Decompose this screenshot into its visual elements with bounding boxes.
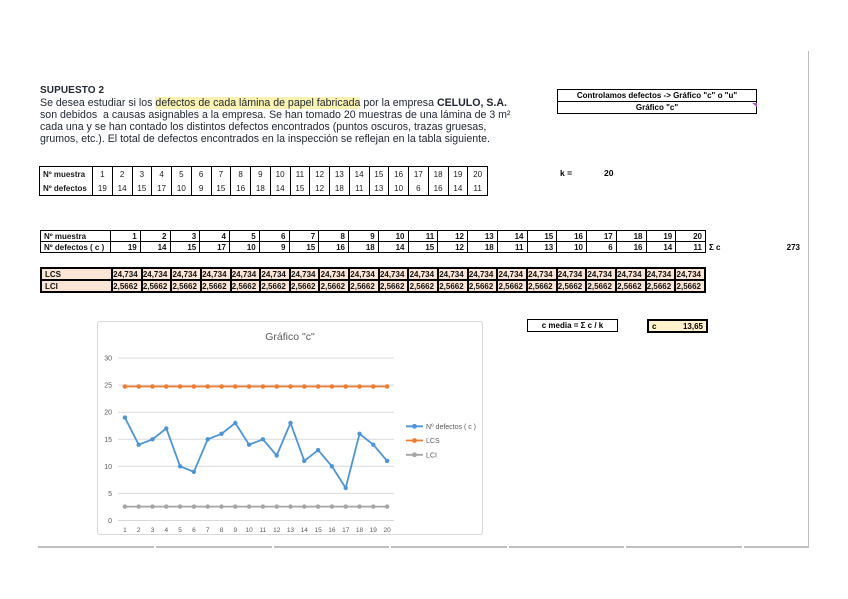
- svg-text:5: 5: [178, 527, 182, 534]
- svg-text:6: 6: [192, 527, 196, 534]
- svg-text:20: 20: [383, 527, 391, 534]
- svg-text:18: 18: [356, 527, 364, 534]
- svg-text:1: 1: [123, 527, 127, 534]
- svg-text:25: 25: [104, 383, 112, 390]
- svg-text:7: 7: [206, 527, 210, 534]
- svg-text:Gráfico "c": Gráfico "c": [265, 331, 315, 343]
- svg-text:15: 15: [104, 437, 112, 444]
- svg-text:10: 10: [245, 527, 253, 534]
- svg-text:13: 13: [287, 527, 295, 534]
- svg-text:Nº defectos ( c ): Nº defectos ( c ): [426, 424, 476, 431]
- svg-text:3: 3: [151, 527, 155, 534]
- svg-text:2: 2: [137, 527, 141, 534]
- svg-text:8: 8: [220, 527, 224, 534]
- svg-text:LCI: LCI: [426, 452, 437, 459]
- svg-text:11: 11: [260, 527, 267, 534]
- svg-text:10: 10: [104, 464, 112, 471]
- svg-text:12: 12: [273, 527, 281, 534]
- svg-text:4: 4: [164, 527, 168, 534]
- svg-text:LCS: LCS: [426, 438, 440, 445]
- svg-text:30: 30: [104, 356, 112, 363]
- svg-text:0: 0: [108, 518, 112, 525]
- svg-text:16: 16: [328, 527, 336, 534]
- svg-text:9: 9: [233, 527, 237, 534]
- svg-text:19: 19: [370, 527, 378, 534]
- svg-text:5: 5: [108, 491, 112, 498]
- svg-text:14: 14: [301, 527, 309, 534]
- svg-text:15: 15: [314, 527, 322, 534]
- svg-text:17: 17: [342, 527, 350, 534]
- svg-text:20: 20: [104, 410, 112, 417]
